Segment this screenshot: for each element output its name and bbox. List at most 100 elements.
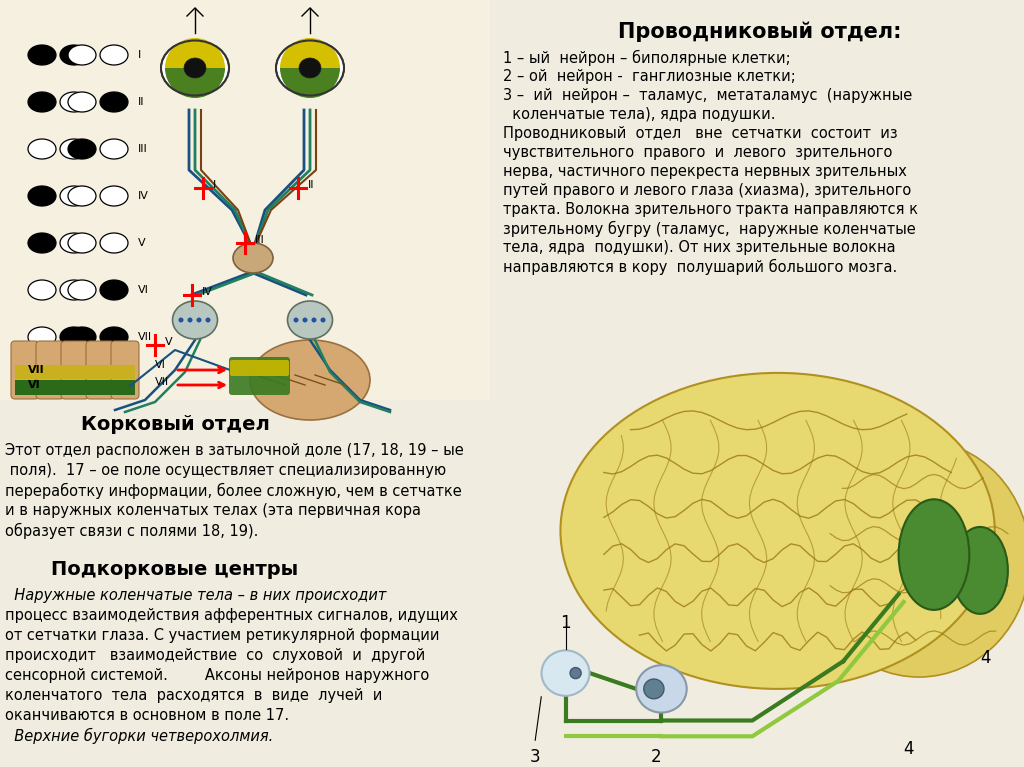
Ellipse shape: [560, 373, 994, 689]
Ellipse shape: [899, 499, 970, 610]
Wedge shape: [165, 38, 225, 68]
Text: Наружные коленчатые тела – в них происходит: Наружные коленчатые тела – в них происхо…: [5, 588, 386, 603]
Bar: [15, 380, 135, 395]
Text: нерва, частичного перекреста нервных зрительных: нерва, частичного перекреста нервных зри…: [503, 164, 907, 179]
Text: оканчиваются в основном в поле 17.: оканчиваются в основном в поле 17.: [5, 708, 289, 723]
Ellipse shape: [636, 665, 687, 713]
Ellipse shape: [172, 301, 217, 339]
Text: II: II: [138, 97, 144, 107]
Text: и в наружных коленчатых телах (эта первичная кора: и в наружных коленчатых телах (эта перви…: [5, 503, 421, 518]
Text: коленчатого  тела  расходятся  в  виде  лучей  и: коленчатого тела расходятся в виде лучей…: [5, 688, 382, 703]
Ellipse shape: [60, 327, 88, 347]
Text: VI: VI: [138, 285, 148, 295]
Text: процесс взаимодействия афферентных сигналов, идущих: процесс взаимодействия афферентных сигна…: [5, 608, 458, 623]
Text: 1 – ый  нейрон – биполярные клетки;: 1 – ый нейрон – биполярные клетки;: [503, 50, 791, 66]
Wedge shape: [165, 68, 225, 98]
Text: 2 – ой  нейрон -  ганглиозные клетки;: 2 – ой нейрон - ганглиозные клетки;: [503, 69, 796, 84]
Ellipse shape: [184, 58, 206, 78]
FancyBboxPatch shape: [229, 357, 290, 395]
Ellipse shape: [68, 92, 96, 112]
Ellipse shape: [28, 280, 56, 300]
FancyBboxPatch shape: [11, 341, 39, 399]
Ellipse shape: [100, 92, 128, 112]
Ellipse shape: [60, 92, 88, 112]
Bar: [15, 365, 135, 379]
Ellipse shape: [60, 45, 88, 65]
Text: V: V: [138, 238, 145, 248]
Ellipse shape: [542, 650, 590, 696]
FancyBboxPatch shape: [230, 360, 289, 376]
Text: переработку информации, более сложную, чем в сетчатке: переработку информации, более сложную, ч…: [5, 483, 462, 499]
Ellipse shape: [321, 318, 326, 322]
Ellipse shape: [100, 327, 128, 347]
Text: тела, ядра  подушки). От них зрительные волокна: тела, ядра подушки). От них зрительные в…: [503, 240, 896, 255]
Ellipse shape: [644, 679, 664, 699]
Text: Подкорковые центры: Подкорковые центры: [51, 560, 299, 579]
Text: 4: 4: [980, 650, 991, 667]
Text: III: III: [255, 235, 265, 245]
Ellipse shape: [161, 41, 229, 96]
Text: образует связи с полями 18, 19).: образует связи с полями 18, 19).: [5, 523, 258, 539]
Ellipse shape: [197, 318, 202, 322]
Ellipse shape: [808, 440, 1024, 677]
Ellipse shape: [311, 318, 316, 322]
Text: 1: 1: [560, 614, 570, 632]
Text: V: V: [165, 337, 173, 347]
Ellipse shape: [68, 186, 96, 206]
Text: Проводниковый отдел:: Проводниковый отдел:: [618, 22, 902, 42]
Text: направляются в кору  полушарий большого мозга.: направляются в кору полушарий большого м…: [503, 259, 897, 275]
Text: IV: IV: [138, 191, 148, 201]
Ellipse shape: [294, 318, 299, 322]
Text: поля).  17 – ое поле осуществляет специализированную: поля). 17 – ое поле осуществляет специал…: [5, 463, 446, 478]
Ellipse shape: [100, 45, 128, 65]
Text: VI: VI: [155, 360, 166, 370]
FancyBboxPatch shape: [111, 341, 139, 399]
Ellipse shape: [60, 233, 88, 253]
Text: VII: VII: [28, 365, 45, 375]
Text: IV: IV: [202, 287, 213, 297]
Ellipse shape: [68, 280, 96, 300]
Ellipse shape: [250, 340, 370, 420]
Text: 3: 3: [529, 748, 541, 766]
FancyBboxPatch shape: [86, 341, 114, 399]
Wedge shape: [280, 68, 340, 98]
Text: Верхние бугорки четверохолмия.: Верхние бугорки четверохолмия.: [5, 728, 273, 744]
Text: путей правого и левого глаза (хиазма), зрительного: путей правого и левого глаза (хиазма), з…: [503, 183, 911, 198]
Ellipse shape: [100, 280, 128, 300]
Text: 2: 2: [651, 748, 662, 766]
Ellipse shape: [28, 233, 56, 253]
Ellipse shape: [178, 318, 183, 322]
Ellipse shape: [276, 41, 344, 96]
Bar: [0, 0, 490, 400]
Ellipse shape: [233, 243, 273, 273]
Text: VI: VI: [28, 380, 41, 390]
Ellipse shape: [60, 280, 88, 300]
Ellipse shape: [288, 301, 333, 339]
Ellipse shape: [952, 527, 1008, 614]
Ellipse shape: [100, 139, 128, 159]
Ellipse shape: [60, 139, 88, 159]
Text: коленчатые тела), ядра подушки.: коленчатые тела), ядра подушки.: [503, 107, 775, 122]
Ellipse shape: [100, 186, 128, 206]
Text: сенсорной системой.        Аксоны нейронов наружного: сенсорной системой. Аксоны нейронов нару…: [5, 668, 429, 683]
Text: зрительному бугру (таламус,  наружные коленчатые: зрительному бугру (таламус, наружные кол…: [503, 221, 915, 237]
Text: от сетчатки глаза. С участием ретикулярной формации: от сетчатки глаза. С участием ретикулярн…: [5, 628, 439, 643]
Text: 4: 4: [903, 740, 914, 759]
Ellipse shape: [60, 186, 88, 206]
Ellipse shape: [187, 318, 193, 322]
Ellipse shape: [28, 92, 56, 112]
Text: Корковый отдел: Корковый отдел: [81, 415, 269, 434]
Ellipse shape: [28, 139, 56, 159]
Text: 3 –  ий  нейрон –  таламус,  метаталамус  (наружные: 3 – ий нейрон – таламус, метаталамус (на…: [503, 88, 912, 103]
Ellipse shape: [302, 318, 307, 322]
Ellipse shape: [299, 58, 321, 78]
Text: I: I: [213, 180, 216, 190]
Text: тракта. Волокна зрительного тракта направляются к: тракта. Волокна зрительного тракта напра…: [503, 202, 918, 217]
Ellipse shape: [68, 327, 96, 347]
Text: чувствительного  правого  и  левого  зрительного: чувствительного правого и левого зритель…: [503, 145, 892, 160]
FancyBboxPatch shape: [61, 341, 89, 399]
Text: II: II: [308, 180, 314, 190]
Text: Проводниковый  отдел   вне  сетчатки  состоит  из: Проводниковый отдел вне сетчатки состоит…: [503, 126, 898, 141]
Ellipse shape: [206, 318, 211, 322]
Text: VII: VII: [138, 332, 153, 342]
